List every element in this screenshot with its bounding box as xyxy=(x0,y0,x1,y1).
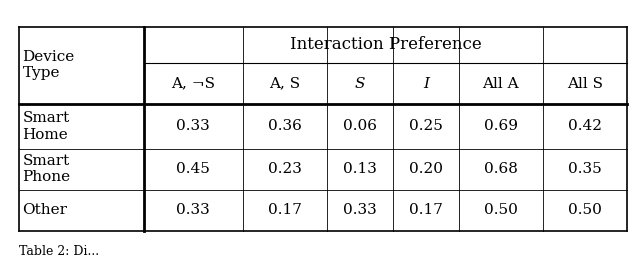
Text: S: S xyxy=(355,77,365,91)
Text: 0.23: 0.23 xyxy=(268,162,301,176)
Text: 0.45: 0.45 xyxy=(176,162,210,176)
Text: 0.13: 0.13 xyxy=(343,162,377,176)
Text: A, ¬S: A, ¬S xyxy=(171,77,215,91)
Text: Table 2: Di...: Table 2: Di... xyxy=(19,245,99,258)
Text: 0.25: 0.25 xyxy=(409,120,443,134)
Text: 0.50: 0.50 xyxy=(484,203,518,217)
Text: Interaction Preference: Interaction Preference xyxy=(289,36,481,53)
Text: All A: All A xyxy=(483,77,519,91)
Text: Device
Type: Device Type xyxy=(22,50,75,80)
Text: 0.33: 0.33 xyxy=(176,120,210,134)
Text: A, S: A, S xyxy=(269,77,300,91)
Text: I: I xyxy=(423,77,429,91)
Text: 0.17: 0.17 xyxy=(268,203,301,217)
Text: 0.42: 0.42 xyxy=(568,120,602,134)
Text: 0.33: 0.33 xyxy=(343,203,377,217)
Text: 0.17: 0.17 xyxy=(409,203,443,217)
Text: 0.50: 0.50 xyxy=(568,203,602,217)
Text: 0.69: 0.69 xyxy=(484,120,518,134)
Text: All S: All S xyxy=(567,77,603,91)
Text: 0.35: 0.35 xyxy=(568,162,602,176)
Text: Smart
Phone: Smart Phone xyxy=(22,154,70,184)
Text: 0.33: 0.33 xyxy=(176,203,210,217)
Text: 0.68: 0.68 xyxy=(484,162,518,176)
Text: Other: Other xyxy=(22,203,67,217)
Text: Smart
Home: Smart Home xyxy=(22,111,70,142)
Text: 0.20: 0.20 xyxy=(409,162,443,176)
Text: 0.36: 0.36 xyxy=(268,120,301,134)
Text: 0.06: 0.06 xyxy=(343,120,377,134)
